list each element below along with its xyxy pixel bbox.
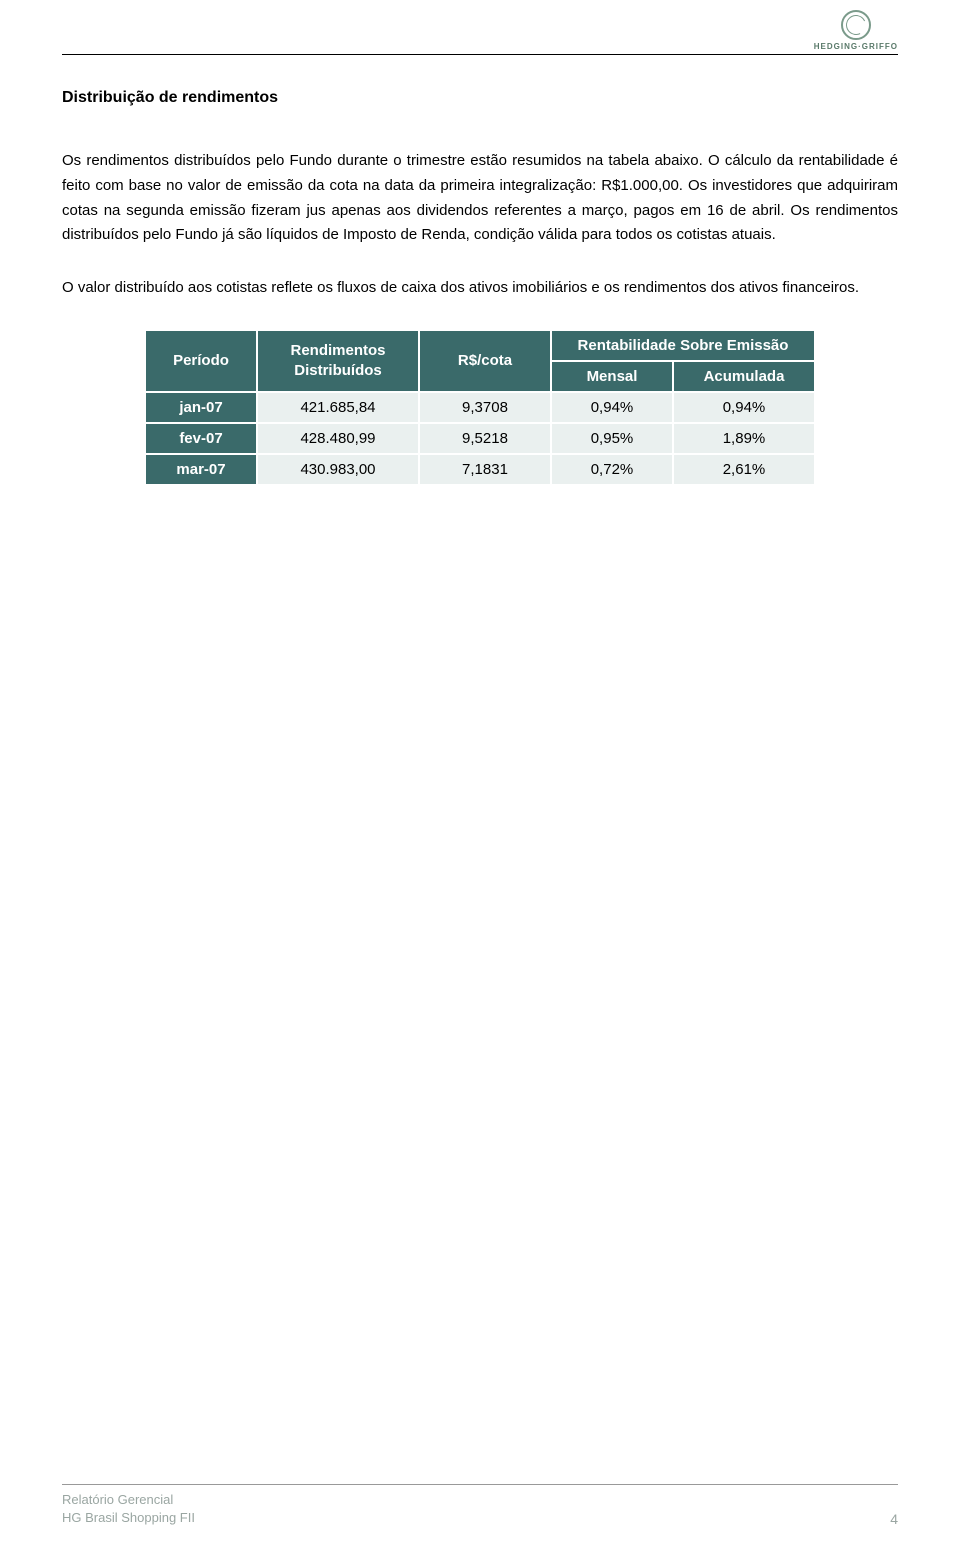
cell-acum: 0,94% [674, 393, 814, 422]
cell-rend: 421.685,84 [258, 393, 418, 422]
cell-periodo: jan-07 [146, 393, 256, 422]
cell-mensal: 0,72% [552, 455, 672, 484]
cell-mensal: 0,95% [552, 424, 672, 453]
table-row: mar-07 430.983,00 7,1831 0,72% 2,61% [146, 455, 814, 484]
th-rendimentos-l1: Rendimentos [290, 342, 385, 359]
cell-acum: 2,61% [674, 455, 814, 484]
footer-left: Relatório Gerencial HG Brasil Shopping F… [62, 1491, 195, 1527]
cell-rend: 430.983,00 [258, 455, 418, 484]
footer-line1: Relatório Gerencial [62, 1491, 195, 1509]
page-footer: Relatório Gerencial HG Brasil Shopping F… [62, 1484, 898, 1527]
rendimentos-table: Período Rendimentos Distribuídos R$/cota… [144, 329, 816, 486]
brand-logo: HEDGING·GRIFFO [814, 10, 898, 51]
th-rendimentos: Rendimentos Distribuídos [258, 331, 418, 391]
table-body: jan-07 421.685,84 9,3708 0,94% 0,94% fev… [146, 393, 814, 484]
cell-rs: 9,5218 [420, 424, 550, 453]
cell-periodo: fev-07 [146, 424, 256, 453]
table-row: jan-07 421.685,84 9,3708 0,94% 0,94% [146, 393, 814, 422]
cell-rs: 9,3708 [420, 393, 550, 422]
cell-mensal: 0,94% [552, 393, 672, 422]
cell-periodo: mar-07 [146, 455, 256, 484]
paragraph-1: Os rendimentos distribuídos pelo Fundo d… [62, 149, 898, 248]
paragraph-2: O valor distribuído aos cotistas reflete… [62, 276, 898, 301]
footer-line2: HG Brasil Shopping FII [62, 1509, 195, 1527]
cell-rs: 7,1831 [420, 455, 550, 484]
th-rendimentos-l2: Distribuídos [294, 362, 382, 379]
section-title: Distribuição de rendimentos [62, 89, 898, 107]
footer-page-number: 4 [890, 1511, 898, 1527]
table-row: fev-07 428.480,99 9,5218 0,95% 1,89% [146, 424, 814, 453]
cell-rend: 428.480,99 [258, 424, 418, 453]
th-mensal: Mensal [552, 362, 672, 391]
th-rentabilidade: Rentabilidade Sobre Emissão [552, 331, 814, 360]
header-rule [62, 54, 898, 55]
th-acumulada: Acumulada [674, 362, 814, 391]
th-periodo: Período [146, 331, 256, 391]
brand-logo-text: HEDGING·GRIFFO [814, 42, 898, 51]
cell-acum: 1,89% [674, 424, 814, 453]
brand-logo-mark [841, 10, 871, 40]
th-rscota: R$/cota [420, 331, 550, 391]
